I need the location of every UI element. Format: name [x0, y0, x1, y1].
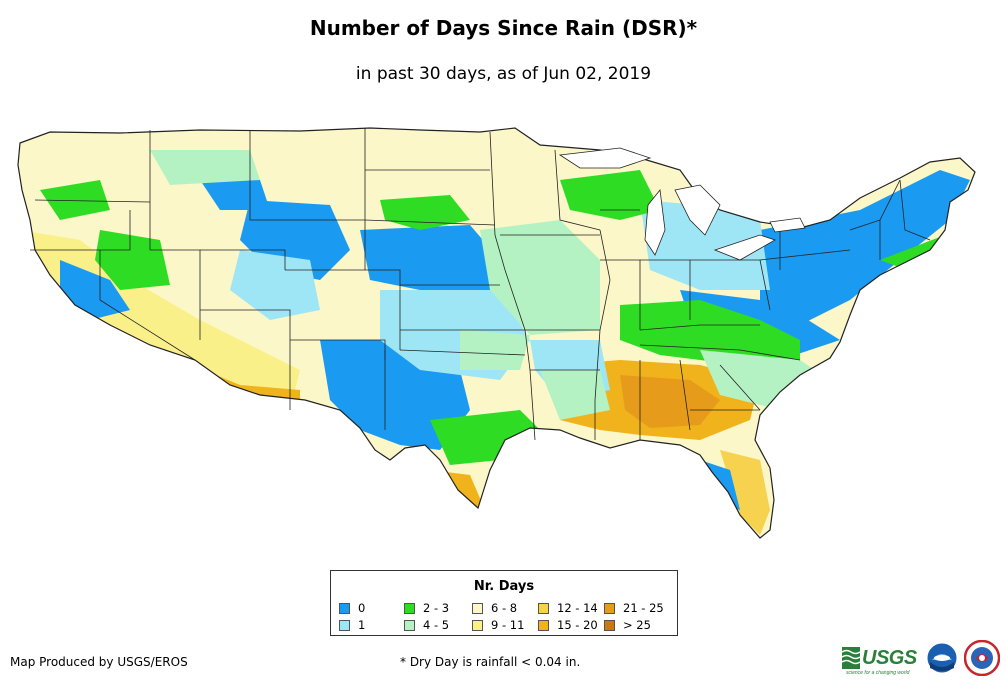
- legend-label-9-11: 9 - 11: [491, 618, 525, 632]
- usgs-logo: USGS: [842, 644, 917, 672]
- legend-swatch-4-5: [404, 619, 415, 631]
- legend-item-21-25: 21 - 25: [604, 601, 664, 615]
- legend-item-15-20: 15 - 20: [538, 618, 598, 632]
- legend-swatch-2-3: [404, 602, 415, 614]
- legend-label-1: 1: [358, 618, 366, 632]
- legend: Nr. Days 0 1 2 - 3 4 - 5 6 - 8 9 - 11 12…: [330, 570, 678, 636]
- legend-swatch-1: [339, 619, 350, 631]
- us-dsr-map: [0, 110, 1007, 550]
- legend-label-21-25: 21 - 25: [623, 601, 664, 615]
- legend-swatch-0: [339, 602, 350, 614]
- legend-label-12-14: 12 - 14: [557, 601, 598, 615]
- usgs-waves-icon: [842, 647, 860, 669]
- legend-label-4-5: 4 - 5: [423, 618, 450, 632]
- legend-item-1: 1: [339, 618, 365, 632]
- legend-label-2-3: 2 - 3: [423, 601, 450, 615]
- state-boundaries: [17, 127, 976, 539]
- legend-label-0: 0: [358, 601, 366, 615]
- map-svg: [17, 127, 976, 539]
- legend-item-9-11: 9 - 11: [472, 618, 524, 632]
- legend-label-6-8: 6 - 8: [491, 601, 518, 615]
- legend-item-0: 0: [339, 601, 365, 615]
- legend-swatch-15-20: [538, 619, 549, 631]
- map-subtitle: in past 30 days, as of Jun 02, 2019: [355, 64, 652, 84]
- legend-item-2-3: 2 - 3: [404, 601, 449, 615]
- legend-swatch-21-25: [604, 602, 615, 614]
- legend-label-over-25: > 25: [623, 618, 651, 632]
- legend-swatch-9-11: [472, 619, 483, 631]
- great-lakes: [558, 147, 806, 261]
- legend-item-12-14: 12 - 14: [538, 601, 598, 615]
- nws-logo-icon: [964, 640, 1000, 676]
- legend-item-over-25: > 25: [604, 618, 651, 632]
- map-title: Number of Days Since Rain (DSR)*: [309, 16, 698, 40]
- agency-logos: USGS science for a changing world: [842, 640, 1002, 680]
- legend-item-6-8: 6 - 8: [472, 601, 517, 615]
- legend-swatch-over-25: [604, 619, 615, 631]
- usgs-tagline: science for a changing world: [846, 670, 910, 676]
- footnote-text: * Dry Day is rainfall < 0.04 in.: [400, 655, 581, 669]
- legend-item-4-5: 4 - 5: [404, 618, 449, 632]
- usgs-wordmark: USGS: [862, 646, 917, 669]
- legend-swatch-12-14: [538, 602, 549, 614]
- legend-label-15-20: 15 - 20: [557, 618, 598, 632]
- noaa-logo-icon: [926, 642, 958, 674]
- legend-title: Nr. Days: [473, 579, 535, 594]
- legend-swatch-6-8: [472, 602, 483, 614]
- credit-text: Map Produced by USGS/EROS: [10, 655, 188, 669]
